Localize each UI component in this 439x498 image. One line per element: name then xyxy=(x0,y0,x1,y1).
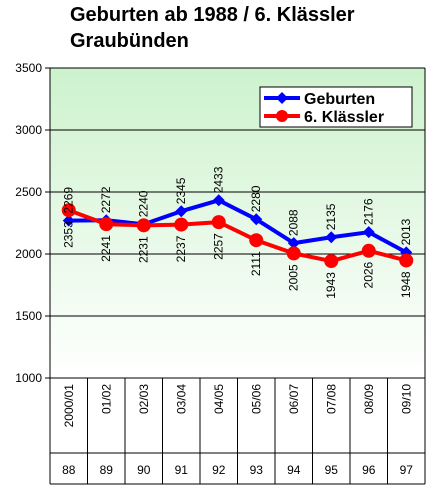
data-point-marker xyxy=(362,226,375,239)
x-secondary-label: 94 xyxy=(287,463,301,477)
x-secondary-label: 96 xyxy=(362,463,376,477)
data-label: 2269 xyxy=(62,187,76,214)
legend-entry-label: Geburten xyxy=(304,91,375,108)
x-tick-label: 2000/01 xyxy=(62,384,76,428)
data-point-marker xyxy=(324,254,339,269)
x-tick-label: 01/02 xyxy=(99,384,113,414)
data-label: 2240 xyxy=(137,190,151,217)
legend-entry-label: 6. Klässler xyxy=(304,109,384,126)
y-axis: 1000 1500 2000 2500 3000 3500 xyxy=(15,61,426,385)
data-label: 2257 xyxy=(212,233,226,260)
data-point-marker xyxy=(325,231,338,244)
x-tick-label: 05/06 xyxy=(249,384,263,414)
x-tick-label: 04/05 xyxy=(212,384,226,414)
chart-title-line-1: Geburten ab 1988 / 6. Klässler xyxy=(70,4,355,26)
x-secondary-label: 89 xyxy=(100,463,114,477)
data-label: 2231 xyxy=(137,236,151,263)
x-tick-label: 06/07 xyxy=(287,384,301,414)
y-tick-label: 2500 xyxy=(15,185,42,199)
data-label: 1943 xyxy=(324,272,338,299)
legend-swatch-marker xyxy=(276,110,288,122)
data-label: 2176 xyxy=(362,198,376,225)
x-tick-label: 03/04 xyxy=(174,384,188,414)
data-point-marker xyxy=(99,217,114,232)
data-label: 2135 xyxy=(324,203,338,230)
category-table: 2000/01 01/02 02/03 03/04 04/05 05/06 06/07 07/… xyxy=(49,378,426,485)
y-tick-label: 1000 xyxy=(15,371,42,385)
series-line xyxy=(68,198,408,255)
x-tick-label: 08/09 xyxy=(362,384,376,414)
series-layer: 2269 2272 2240 2345 2433 2280 2088 2135 2176 2013… xyxy=(61,166,414,299)
data-label: 2433 xyxy=(212,166,226,193)
x-secondary-label: 91 xyxy=(175,463,189,477)
x-tick-label: 02/03 xyxy=(137,384,151,414)
data-point-marker xyxy=(361,243,376,258)
data-label: 2026 xyxy=(362,261,376,288)
data-point-marker xyxy=(175,205,188,218)
data-point-marker xyxy=(136,218,151,233)
x-tick-label: 09/10 xyxy=(399,384,413,414)
x-secondary-label: 95 xyxy=(325,463,339,477)
data-label: 2353 xyxy=(62,221,76,248)
x-secondary-label: 97 xyxy=(400,463,414,477)
chart-title-line-2: Graubünden xyxy=(70,30,189,52)
y-tick-label: 3500 xyxy=(15,61,42,75)
y-tick-label: 3000 xyxy=(15,123,42,137)
data-label: 2345 xyxy=(174,177,188,204)
x-secondary-label: 92 xyxy=(212,463,226,477)
y-tick-label: 1500 xyxy=(15,309,42,323)
x-tick-label: 07/08 xyxy=(324,384,338,414)
data-label: 2237 xyxy=(174,235,188,262)
data-point-marker xyxy=(62,214,75,227)
data-point-marker xyxy=(287,237,300,250)
gridlines xyxy=(50,67,425,379)
data-point-marker xyxy=(61,203,76,218)
x-secondary-label: 93 xyxy=(250,463,264,477)
data-point-marker xyxy=(250,213,263,226)
data-label: 1948 xyxy=(399,271,413,298)
data-point-marker xyxy=(174,217,189,232)
x-secondary-label: 88 xyxy=(62,463,76,477)
data-label: 2013 xyxy=(399,218,413,245)
x-secondary-label: 90 xyxy=(137,463,151,477)
data-label: 2272 xyxy=(99,186,113,213)
chart-title: Geburten ab 1988 / 6. Klässler Graubünde… xyxy=(70,2,430,54)
y-tick-label: 2000 xyxy=(15,247,42,261)
data-point-marker xyxy=(212,194,225,207)
data-point-marker xyxy=(211,215,226,230)
data-label: 2280 xyxy=(249,185,263,212)
data-label: 2088 xyxy=(287,209,301,236)
data-label: 2241 xyxy=(99,235,113,262)
legend-swatch-marker xyxy=(276,92,288,104)
data-label: 2005 xyxy=(287,264,301,291)
series-line xyxy=(68,208,407,264)
data-point-marker xyxy=(249,233,264,248)
data-point-marker xyxy=(286,246,301,261)
data-label: 2111 xyxy=(249,251,263,276)
data-point-marker xyxy=(399,253,414,268)
